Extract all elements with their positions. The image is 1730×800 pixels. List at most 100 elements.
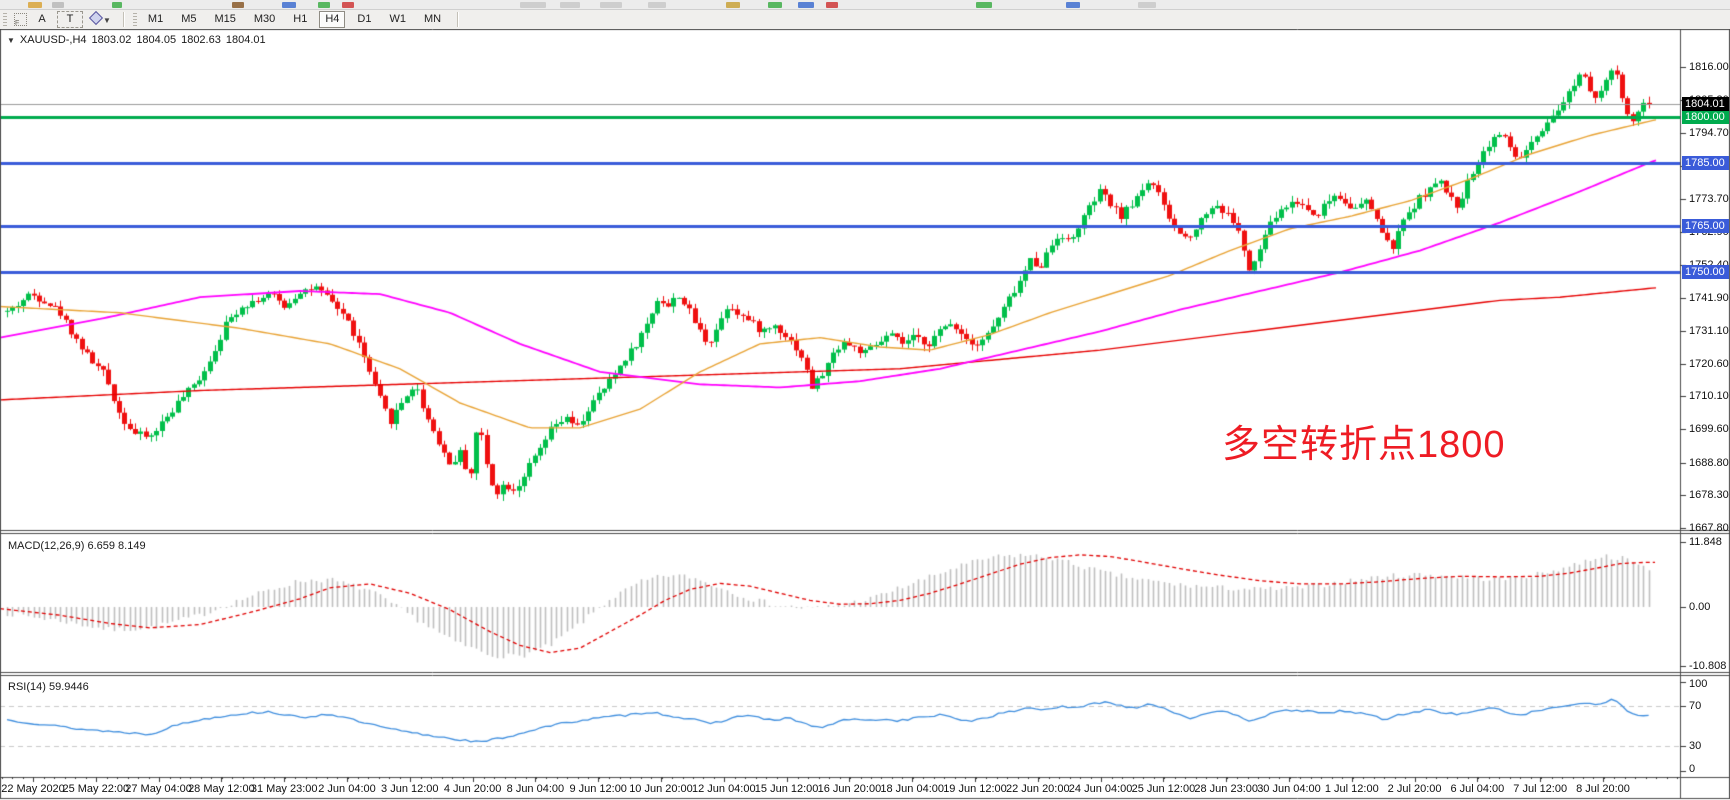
price-badge-1800: 1800.00	[1682, 109, 1729, 124]
timeframe-button-H4[interactable]: H4	[319, 11, 346, 28]
timeframe-button-H1[interactable]: H1	[293, 13, 308, 25]
time-axis-label: 30 Jun 04:00	[1257, 783, 1321, 795]
price-badge-1750: 1750.00	[1682, 265, 1729, 280]
arrow-objects-dropdown[interactable]: ▼	[85, 10, 117, 29]
clipped-toolbar-icon	[600, 2, 622, 8]
price-tick-label: 1741.90	[1689, 291, 1729, 304]
rsi-tick-label: 70	[1689, 699, 1702, 712]
price-tick-label: 1678.30	[1689, 489, 1729, 502]
drawing-and-timeframe-toolbar: F A T ▼ M1 M5 M15 M30 H1 H4 D1 W1 MN	[0, 10, 1730, 30]
clipped-toolbar-icon	[282, 2, 296, 8]
time-axis-label: 22 May 2020	[1, 783, 65, 795]
clipped-toolbar-row	[0, 0, 1730, 10]
price-tick-label: 1794.70	[1689, 127, 1729, 140]
time-axis-label: 28 May 12:00	[188, 783, 255, 795]
macd-tick-label: 0.00	[1689, 601, 1711, 613]
grid-tag-label: F	[15, 20, 20, 27]
current-price-badge: 1804.01	[1682, 97, 1729, 112]
clipped-toolbar-icon	[232, 2, 244, 8]
macd-tick-label: -10.808	[1689, 660, 1727, 673]
clipped-toolbar-icon	[560, 2, 580, 8]
chart-symbol-header[interactable]: ▼ XAUUSD-,H4 1803.02 1804.05 1802.63 180…	[7, 34, 266, 46]
time-axis-label: 2 Jul 20:00	[1387, 783, 1442, 795]
shapes-icon	[88, 10, 104, 25]
price-badge-1765: 1765.00	[1682, 218, 1729, 233]
timeframe-button-W1[interactable]: W1	[389, 13, 406, 25]
toolbar-separator	[122, 12, 124, 27]
time-axis-label: 22 Jun 20:00	[1005, 783, 1070, 795]
timeframe-button-M1[interactable]: M1	[147, 13, 164, 25]
time-axis-label: 12 Jun 04:00	[691, 783, 756, 795]
time-axis-label: 4 Jun 20:00	[443, 783, 502, 795]
text-label-tool-button[interactable]: A	[38, 13, 46, 25]
price-tick-label: 1699.60	[1689, 423, 1729, 436]
time-axis-label: 25 Jun 12:00	[1131, 783, 1196, 795]
time-axis-label: 8 Jul 20:00	[1576, 783, 1630, 795]
price-tick-label: 1816.00	[1689, 61, 1729, 73]
clipped-toolbar-icon	[1138, 2, 1156, 8]
rsi-indicator-label: RSI(14) 59.9446	[8, 681, 89, 693]
rsi-tick-label: 0	[1689, 763, 1696, 775]
ohlc-close: 1804.01	[225, 34, 266, 46]
chart-window: ▼ XAUUSD-,H4 1803.02 1804.05 1802.63 180…	[0, 29, 1730, 800]
timeframe-button-D1[interactable]: D1	[357, 13, 372, 25]
time-axis-label: 15 Jun 12:00	[754, 783, 819, 795]
toolbar-grip-handle[interactable]	[3, 12, 7, 27]
dotted-grid-icon[interactable]: F	[14, 13, 27, 27]
clipped-toolbar-icon	[648, 2, 666, 8]
timeframe-button-group: M1 M5 M15 M30 H1 H4 D1 W1 MN	[142, 11, 447, 28]
chevron-down-icon: ▼	[103, 15, 111, 25]
clipped-toolbar-icon	[976, 2, 992, 8]
clipped-toolbar-icon	[520, 2, 546, 8]
ohlc-low: 1802.63	[181, 34, 221, 46]
time-axis-label: 24 Jun 04:00	[1068, 783, 1133, 795]
time-axis-label: 19 Jun 12:00	[943, 783, 1007, 795]
clipped-toolbar-icon	[52, 2, 64, 8]
time-axis-label: 2 Jun 04:00	[318, 783, 376, 795]
price-tick-label: 1773.70	[1689, 192, 1729, 205]
price-tick-label: 1667.80	[1689, 522, 1729, 535]
time-axis-label: 9 Jun 12:00	[569, 783, 627, 795]
chart-canvas[interactable]	[0, 29, 1730, 800]
time-axis-label: 3 Jun 12:00	[381, 783, 439, 795]
clipped-toolbar-icon	[318, 2, 330, 8]
clipped-toolbar-icon	[826, 2, 838, 8]
clipped-toolbar-icon	[726, 2, 740, 8]
collapse-triangle-icon[interactable]: ▼	[7, 35, 15, 45]
time-axis-label: 6 Jul 04:00	[1450, 783, 1505, 795]
symbol-timeframe-label: XAUUSD-,H4	[19, 34, 87, 46]
toolbar-separator	[457, 12, 459, 27]
timeframe-button-M30[interactable]: M30	[253, 13, 276, 25]
time-axis-label: 10 Jun 20:00	[629, 783, 693, 795]
price-tick-label: 1688.80	[1689, 456, 1729, 469]
time-axis-label: 31 May 23:00	[250, 783, 318, 795]
price-badge-1785: 1785.00	[1682, 156, 1729, 171]
ohlc-open: 1803.02	[91, 34, 132, 46]
clipped-toolbar-icon	[798, 2, 814, 8]
time-axis-label: 16 Jun 20:00	[817, 783, 882, 795]
price-tick-label: 1710.10	[1689, 390, 1729, 403]
ohlc-high: 1804.05	[136, 34, 177, 46]
toolbar-grip-handle[interactable]	[132, 12, 137, 27]
time-axis-label: 7 Jul 12:00	[1513, 783, 1568, 795]
timeframe-button-M15[interactable]: M15	[214, 13, 236, 25]
timeframe-button-M5[interactable]: M5	[181, 13, 197, 25]
clipped-toolbar-icon	[1066, 2, 1080, 8]
time-axis-label: 18 Jun 04:00	[880, 783, 944, 795]
text-tool-button[interactable]: T	[57, 11, 83, 28]
chart-text-annotation: 多空转折点1800	[1222, 424, 1506, 466]
macd-indicator-label: MACD(12,26,9) 6.659 8.149	[8, 540, 146, 552]
clipped-toolbar-icon	[28, 2, 42, 8]
macd-tick-label: 11.848	[1689, 536, 1722, 548]
clipped-toolbar-icon	[112, 2, 122, 8]
timeframe-button-MN[interactable]: MN	[423, 13, 442, 25]
time-axis-label: 8 Jun 04:00	[506, 783, 565, 795]
clipped-toolbar-icon	[768, 2, 782, 8]
price-tick-label: 1720.60	[1689, 357, 1729, 370]
rsi-tick-label: 100	[1689, 678, 1708, 690]
time-axis-label: 25 May 22:00	[62, 783, 130, 795]
price-tick-label: 1731.10	[1689, 325, 1729, 338]
clipped-toolbar-icon	[342, 2, 354, 8]
rsi-tick-label: 30	[1689, 740, 1702, 753]
